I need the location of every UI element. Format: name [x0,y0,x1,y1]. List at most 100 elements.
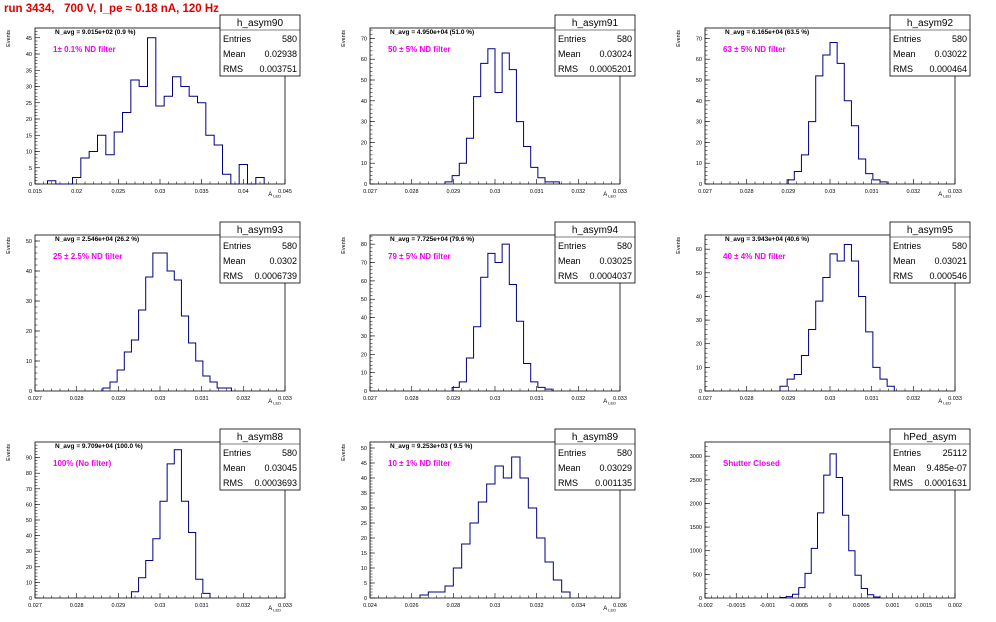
y-tick-label: 40 [696,99,702,105]
filter-label: 50 ± 5% ND filter [388,45,451,54]
y-tick-label: 20 [361,352,367,358]
x-tick-label: 0.032 [530,603,544,609]
histogram-panel: 0.027 0.028 0.029 0.03 0.031 0.032 0.033 0 10 20 3… [341,14,636,199]
x-tick-label: 0.03 [490,396,501,402]
x-tick-label: 0.031 [530,189,544,195]
stats-value: 0.03022 [934,49,967,59]
x-tick-label: 0.029 [446,189,460,195]
y-tick-label: 10 [361,161,367,167]
x-tick-label: 0.045 [278,189,292,195]
stats-value: 0.003751 [259,64,297,74]
y-tick-label: 40 [26,534,32,540]
stats-box [889,221,971,284]
filter-label: Shutter Closed [723,459,780,468]
x-tick-label: -0.0015 [727,603,746,609]
filter-label: 25 ± 2.5% ND filter [53,252,122,261]
stats-key: RMS [223,478,243,488]
y-tick-label: 30 [26,299,32,305]
histogram-name: h_asym92 [907,18,954,29]
y-axis-label: Events [341,237,347,254]
x-axis-label: ALED [938,399,951,406]
x-axis-label: ALED [268,399,281,406]
y-tick-label: 80 [361,242,367,248]
y-tick-label: 30 [361,334,367,340]
x-tick-label: 0.027 [698,396,712,402]
y-tick-label: 35 [26,68,32,74]
x-tick-label: 0.028 [405,396,419,402]
stats-key: Mean [558,49,581,59]
filter-label: 63 ± 5% ND filter [723,45,786,54]
stats-value: 9.485e-07 [926,463,967,473]
x-tick-label: 0.033 [278,603,292,609]
y-tick-label: 80 [26,471,32,477]
y-tick-label: 40 [361,316,367,322]
y-tick-label: 20 [361,140,367,146]
x-tick-label: 0.03 [155,189,166,195]
y-tick-label: 70 [696,36,702,42]
x-tick-label: 0.033 [613,189,627,195]
x-tick-label: 0.028 [405,189,419,195]
stats-value: 0.0006739 [254,271,297,281]
stats-key: RMS [558,478,578,488]
histogram-name: h_asym89 [572,432,619,443]
y-tick-label: 50 [361,78,367,84]
x-tick-label: 0.032 [571,189,585,195]
y-tick-label: 50 [696,271,702,277]
y-tick-label: 0 [364,182,367,188]
y-tick-label: 2000 [690,501,702,507]
stats-box [219,221,301,284]
y-tick-label: 60 [361,57,367,63]
n-avg-label: N_avg = 9.253e+03 ( 9.5 %) [390,443,472,450]
histogram-panel: 0.027 0.028 0.029 0.03 0.031 0.032 0.033 0 10 20 3… [6,221,301,406]
y-tick-label: 50 [361,297,367,303]
stats-key: Entries [893,34,922,44]
y-tick-label: 60 [26,502,32,508]
stats-key: RMS [558,64,578,74]
x-axis-label: ALED [938,192,951,199]
y-tick-label: 20 [696,140,702,146]
histogram-name: h_asym88 [237,432,284,443]
y-tick-label: 10 [26,359,32,365]
histogram-series [130,449,211,598]
stats-value: 0.03024 [599,49,632,59]
stats-value: 25112 [943,448,967,458]
x-tick-label: 0.002 [948,603,962,609]
histogram-panel: 0.027 0.028 0.029 0.03 0.031 0.032 0.033 0 10 20 3… [676,221,971,406]
x-tick-label: 0.015 [28,189,42,195]
x-tick-label: 0.028 [740,189,754,195]
y-axis-label: Events [341,444,347,461]
y-tick-label: 25 [361,521,367,527]
stats-value: 0.000464 [929,64,967,74]
x-tick-label: 0.03 [825,189,836,195]
stats-value: 0.001135 [595,478,632,488]
stats-value: 580 [617,448,632,458]
x-tick-label: -0.0005 [789,603,808,609]
y-tick-label: 10 [26,580,32,586]
stats-box [219,428,301,491]
x-tick-label: 0.032 [236,603,250,609]
stats-key: Mean [893,256,916,266]
x-tick-label: 0.001 [886,603,900,609]
stats-key: Entries [558,448,587,458]
stats-key: Entries [223,34,252,44]
stats-key: Mean [893,49,916,59]
x-tick-label: 0.035 [195,189,209,195]
stats-value: 0.0302 [269,256,297,266]
x-tick-label: 0.032 [236,396,250,402]
stats-value: 580 [282,448,297,458]
y-tick-label: 1500 [690,525,702,531]
y-tick-label: 10 [361,566,367,572]
stats-key: Mean [558,463,581,473]
stats-box [889,428,971,491]
stats-box [889,14,971,77]
stats-key: Entries [558,241,587,251]
stats-key: Mean [223,463,246,473]
stats-value: 580 [282,34,297,44]
y-tick-label: 30 [696,318,702,324]
filter-label: 1± 0.1% ND filter [53,45,116,54]
y-tick-label: 45 [361,461,367,467]
n-avg-label: N_avg = 4.950e+04 (51.0 %) [390,29,474,36]
x-tick-label: 0.026 [405,603,419,609]
y-tick-label: 0 [699,596,702,602]
